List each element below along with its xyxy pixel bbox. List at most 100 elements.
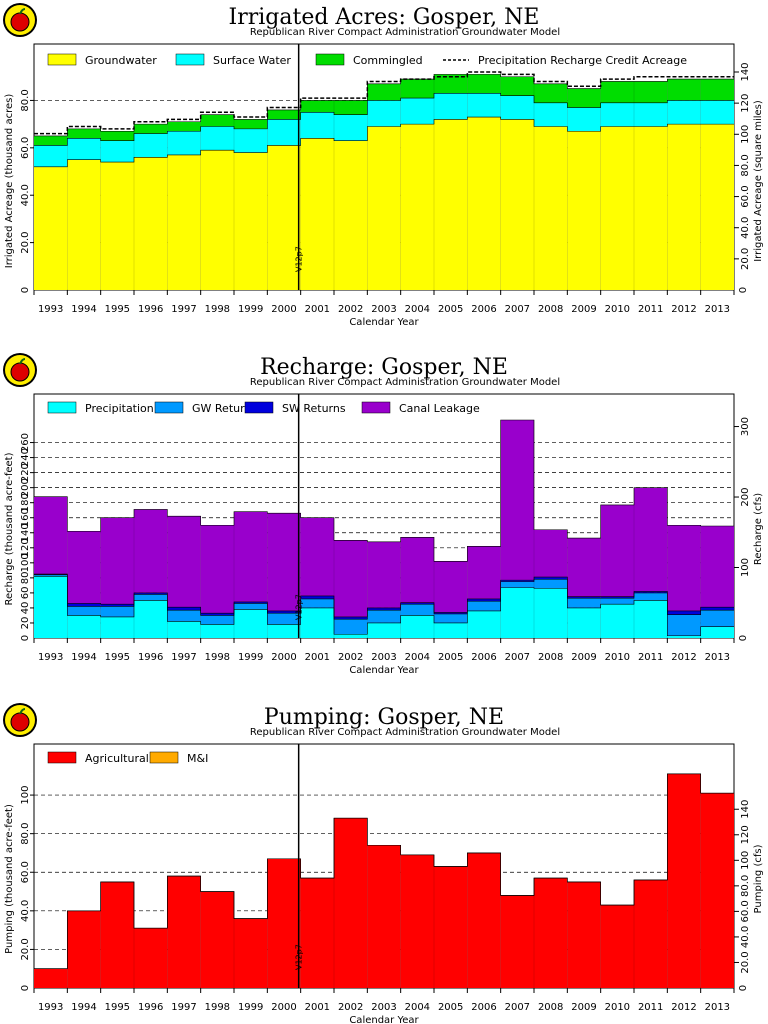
x-tick-label: 1999 <box>238 652 263 663</box>
chart-subtitle: Republican River Compact Administration … <box>250 377 560 388</box>
bar-segment <box>567 596 601 599</box>
logo-apple <box>10 362 30 382</box>
legend-label: Groundwater <box>85 54 157 67</box>
bar-segment <box>100 616 134 638</box>
bar-segment <box>534 577 568 580</box>
bar-segment <box>234 119 268 129</box>
x-axis-label: Calendar Year <box>349 665 419 676</box>
legend-label: SW Returns <box>282 402 346 415</box>
y-right-tick-label: 0 <box>738 985 749 991</box>
y-tick-label: 0 <box>20 985 31 991</box>
bar-segment <box>534 878 568 988</box>
x-tick-label: 2008 <box>538 1002 563 1013</box>
bar-segment <box>234 918 268 988</box>
bar-segment <box>500 420 534 581</box>
x-tick-label: 1996 <box>138 1002 163 1013</box>
legend: Agricultural M&I <box>47 751 208 765</box>
bar-segment <box>134 157 168 290</box>
bar-segment <box>634 592 668 601</box>
x-tick-label: 2010 <box>605 652 630 663</box>
legend-label: Surface Water <box>213 54 291 67</box>
y-tick-label: 60.0 <box>20 137 31 159</box>
bar-segment <box>234 128 268 153</box>
bar-segment <box>67 138 101 160</box>
bar-segment <box>200 615 234 625</box>
x-tick-label: 2004 <box>405 304 430 315</box>
y-tick-label: 40.0 <box>20 900 31 922</box>
x-tick-label: 2001 <box>305 304 330 315</box>
bar-segment <box>334 616 368 620</box>
bar-segment <box>134 133 168 158</box>
y-axis-left: 0 20.0 40.0 60.0 80.0 100 <box>20 786 34 991</box>
x-tick-label: 2013 <box>705 652 730 663</box>
marker-label: V12p7 <box>295 246 304 272</box>
bar-segment <box>400 537 434 603</box>
x-tick-label: 2002 <box>338 304 363 315</box>
bar-segment <box>134 592 168 595</box>
bar-segment <box>500 76 534 96</box>
bar-segment <box>34 145 68 167</box>
legend-label: M&I <box>187 752 208 765</box>
bar-segment <box>334 100 368 115</box>
y-tick-label: 160 <box>20 508 31 527</box>
bar-segment <box>500 895 534 988</box>
bars <box>34 773 734 988</box>
x-tick-label: 2006 <box>471 304 496 315</box>
bar-segment <box>434 866 468 988</box>
legend-swatch <box>47 751 77 764</box>
y-tick-label: 80.0 <box>20 823 31 845</box>
bar-segment <box>34 968 68 988</box>
bar-segment <box>67 910 101 988</box>
bar-segment <box>234 609 268 638</box>
y-axis-right: 0 20.0 40.0 60.0 80.0 100 120 140 <box>734 800 751 991</box>
bar-segment <box>134 928 168 988</box>
bar-segment <box>134 600 168 638</box>
y-tick-label: 100 <box>20 553 31 572</box>
bar-segment <box>367 607 401 611</box>
y-right-tick-label: 100 <box>740 558 751 577</box>
bar-segment <box>434 74 468 94</box>
chart-subtitle: Republican River Compact Administration … <box>250 727 560 738</box>
x-tick-label: 2006 <box>471 652 496 663</box>
bar-segment <box>167 876 201 988</box>
x-tick-label: 2009 <box>571 304 596 315</box>
x-tick-label: 2005 <box>438 304 463 315</box>
marker-label: V12p7 <box>295 594 304 620</box>
bar-segment <box>600 504 634 597</box>
bar-segment <box>700 626 734 638</box>
bar-segment <box>34 574 68 575</box>
logo-apple <box>10 712 30 732</box>
y-right-tick-label: 140 <box>740 62 751 81</box>
y-right-tick-label: 60.0 <box>740 185 751 207</box>
legend-label: Agricultural <box>85 752 149 765</box>
bar-segment <box>434 612 468 614</box>
bar-segment <box>200 114 234 127</box>
bar-segment <box>300 100 334 113</box>
logo-stem <box>19 708 26 715</box>
y-right-tick-label: 20.0 <box>740 951 751 973</box>
bar-segment <box>167 154 201 290</box>
y-tick-label: 0 <box>20 635 31 641</box>
x-tick-label: 2010 <box>605 304 630 315</box>
x-tick-label: 2001 <box>305 652 330 663</box>
bar-segment <box>400 604 434 616</box>
y-right-tick-label: 40.0 <box>740 926 751 948</box>
y-right-tick-label: 140 <box>740 800 751 819</box>
bar-segment <box>34 135 68 146</box>
bar-segment <box>500 580 534 582</box>
bar-segment <box>700 525 734 608</box>
x-tick-label: 1994 <box>71 1002 96 1013</box>
legend-label: GW Returns <box>192 402 257 415</box>
y-right-tick-label: 20.0 <box>740 248 751 270</box>
x-tick-label: 2004 <box>405 1002 430 1013</box>
bar-segment <box>434 119 468 291</box>
bars <box>34 74 734 291</box>
x-tick-label: 1993 <box>38 652 63 663</box>
series-outline <box>34 576 734 637</box>
logo-stem <box>19 358 26 365</box>
bar-segment <box>334 540 368 617</box>
bar-segment <box>534 529 568 578</box>
bar-segment <box>400 124 434 290</box>
